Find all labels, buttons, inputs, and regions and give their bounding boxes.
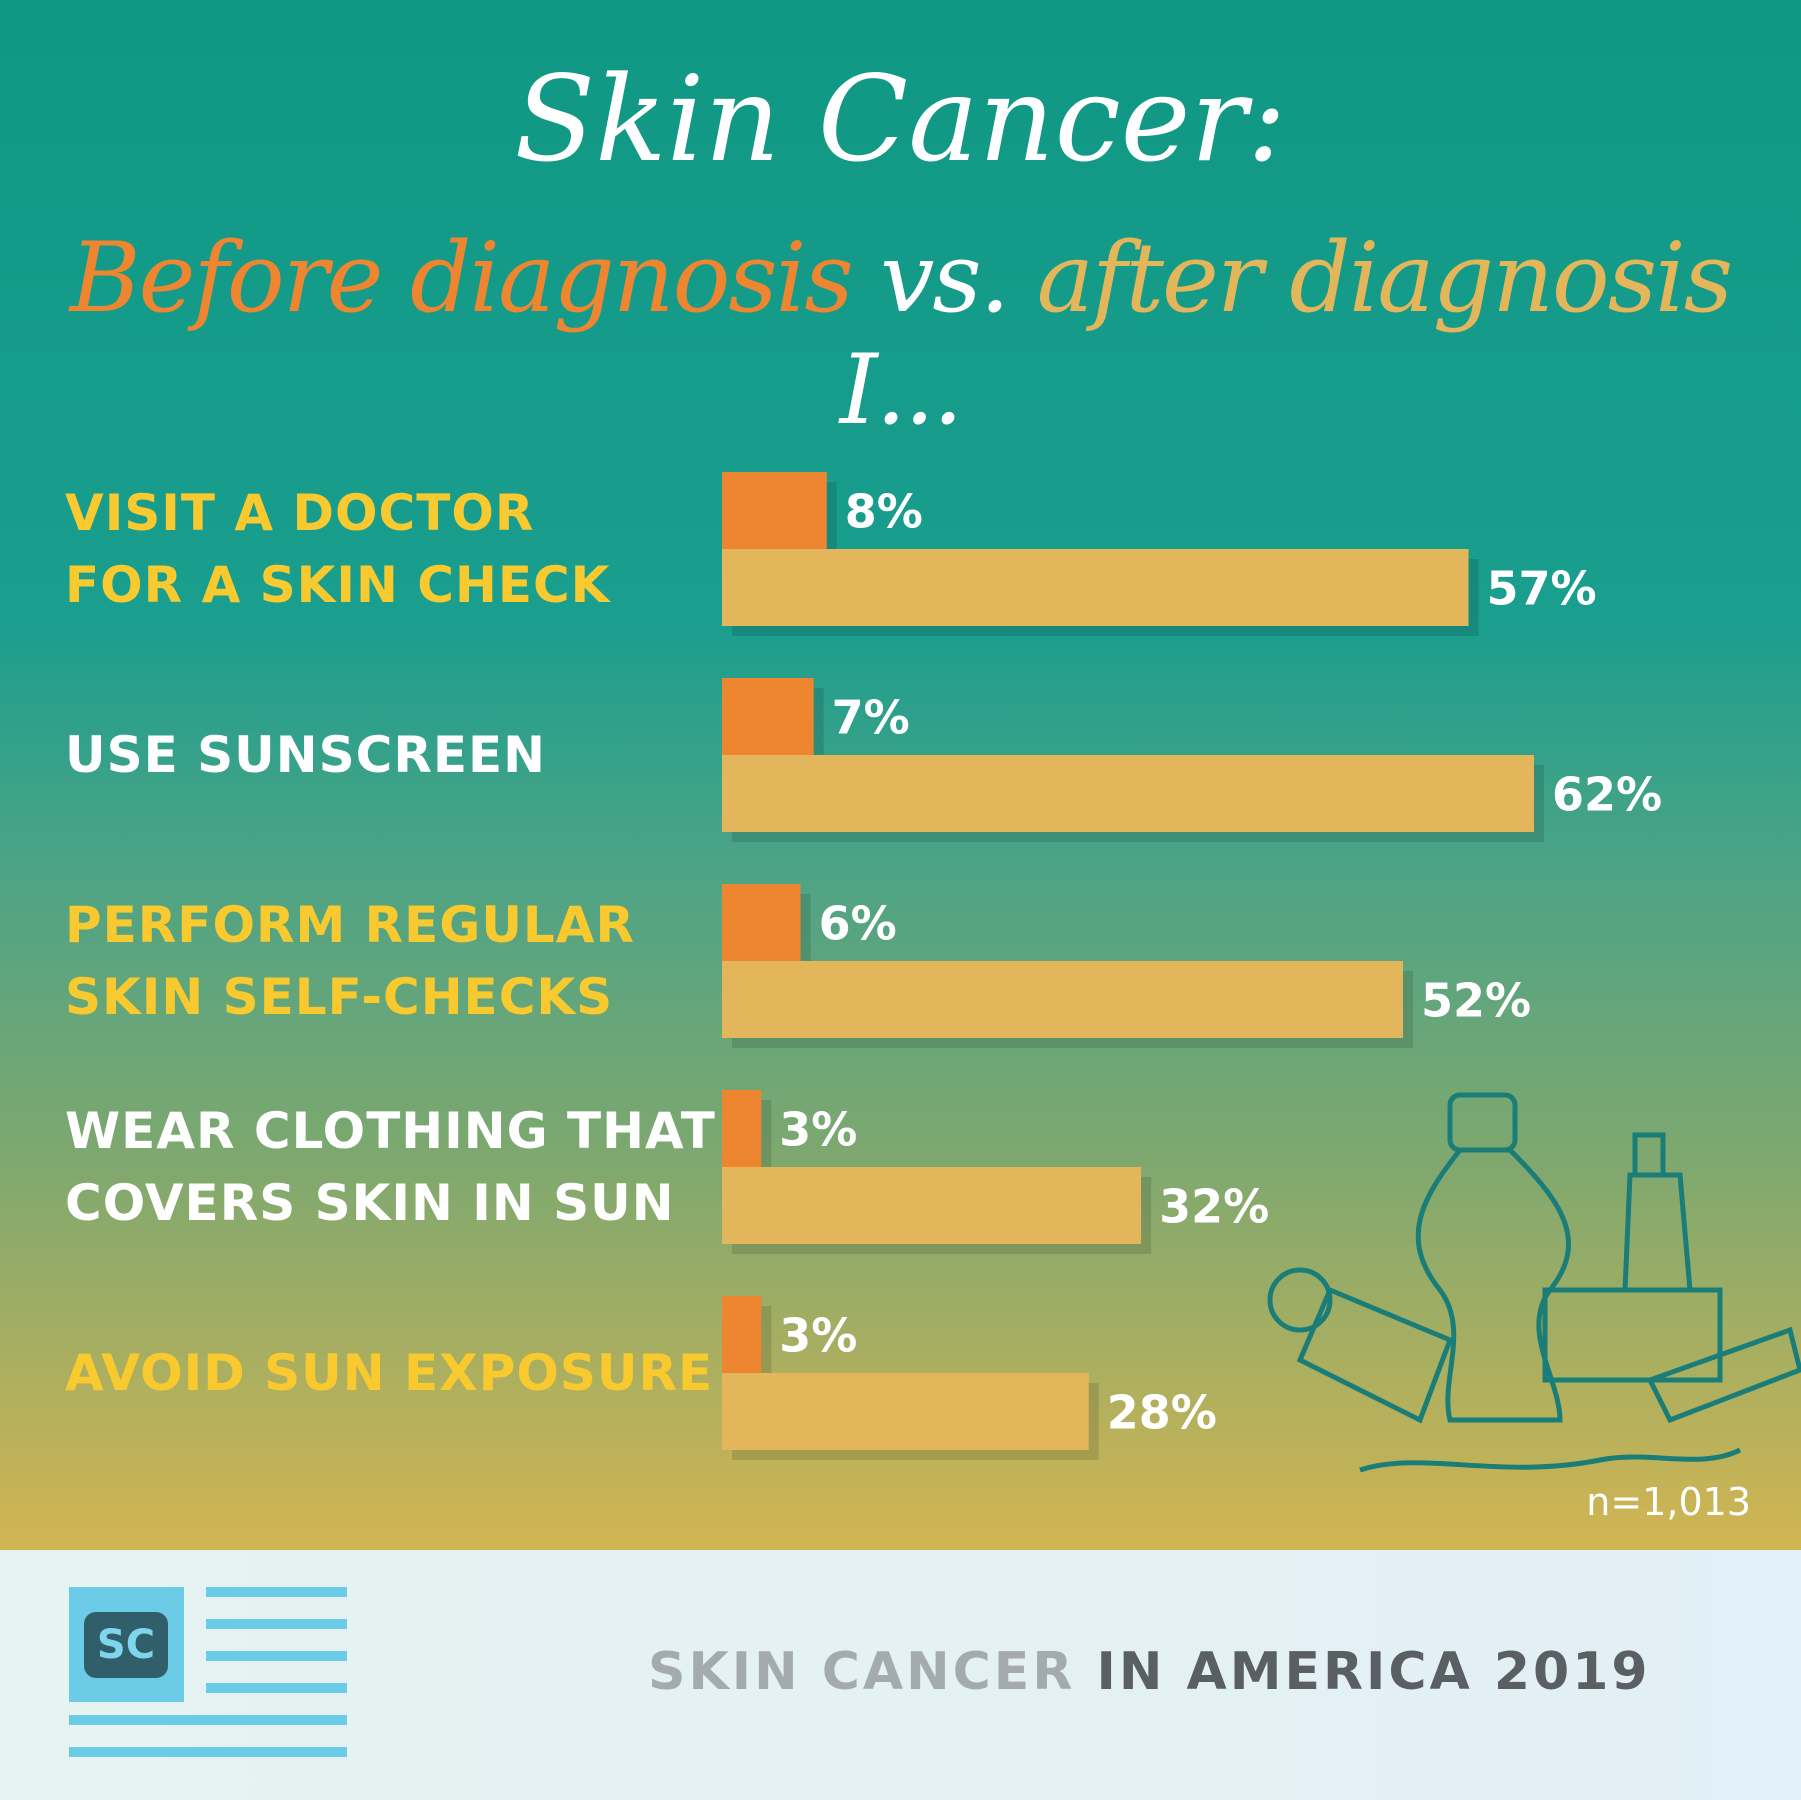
title-after: after diagnosis xyxy=(1036,222,1733,334)
category-label: AVOID SUN EXPOSURE xyxy=(65,1344,714,1402)
bar xyxy=(722,961,1404,1038)
title-before: Before diagnosis xyxy=(70,222,854,334)
value-label: 62% xyxy=(1552,768,1662,822)
category-label: VISIT A DOCTOR FOR A SKIN CHECK xyxy=(65,484,611,614)
value-label: 7% xyxy=(832,691,910,745)
bar xyxy=(722,1090,762,1167)
footer-title: SKIN CANCER IN AMERICA 2019 xyxy=(648,1642,1651,1702)
value-label: 3% xyxy=(779,1309,857,1363)
bar xyxy=(722,884,801,961)
bar xyxy=(722,1373,1089,1450)
category-label: PERFORM REGULAR SKIN SELF-CHECKS xyxy=(65,896,635,1026)
bar xyxy=(722,755,1534,832)
bar xyxy=(722,549,1469,626)
value-label: 28% xyxy=(1107,1386,1217,1440)
bar xyxy=(722,1167,1142,1244)
category-label: USE SUNSCREEN xyxy=(65,726,546,784)
title-line1: Skin Cancer: xyxy=(514,50,1287,188)
title-vs: vs. xyxy=(880,222,1010,334)
footer-title-dark: IN AMERICA 2019 xyxy=(1096,1642,1651,1702)
bar xyxy=(722,678,814,755)
category-label: WEAR CLOTHING THAT COVERS SKIN IN SUN xyxy=(65,1102,716,1232)
value-label: 52% xyxy=(1421,974,1531,1028)
value-label: 8% xyxy=(845,485,923,539)
illustration xyxy=(1267,1092,1801,1473)
footer-title-light: SKIN CANCER xyxy=(648,1642,1076,1702)
sample-size: n=1,013 xyxy=(1586,1480,1751,1524)
bar xyxy=(722,472,827,549)
value-label: 6% xyxy=(819,897,897,951)
value-label: 57% xyxy=(1487,562,1597,616)
title-line2: Before diagnosis vs. after diagnosis I..… xyxy=(0,222,1801,446)
title-ending: I... xyxy=(839,334,963,446)
logo-lines xyxy=(69,1587,347,1757)
value-label: 3% xyxy=(779,1103,857,1157)
bar xyxy=(722,1296,762,1373)
logo: SC xyxy=(84,1612,168,1678)
value-label: 32% xyxy=(1159,1180,1269,1234)
